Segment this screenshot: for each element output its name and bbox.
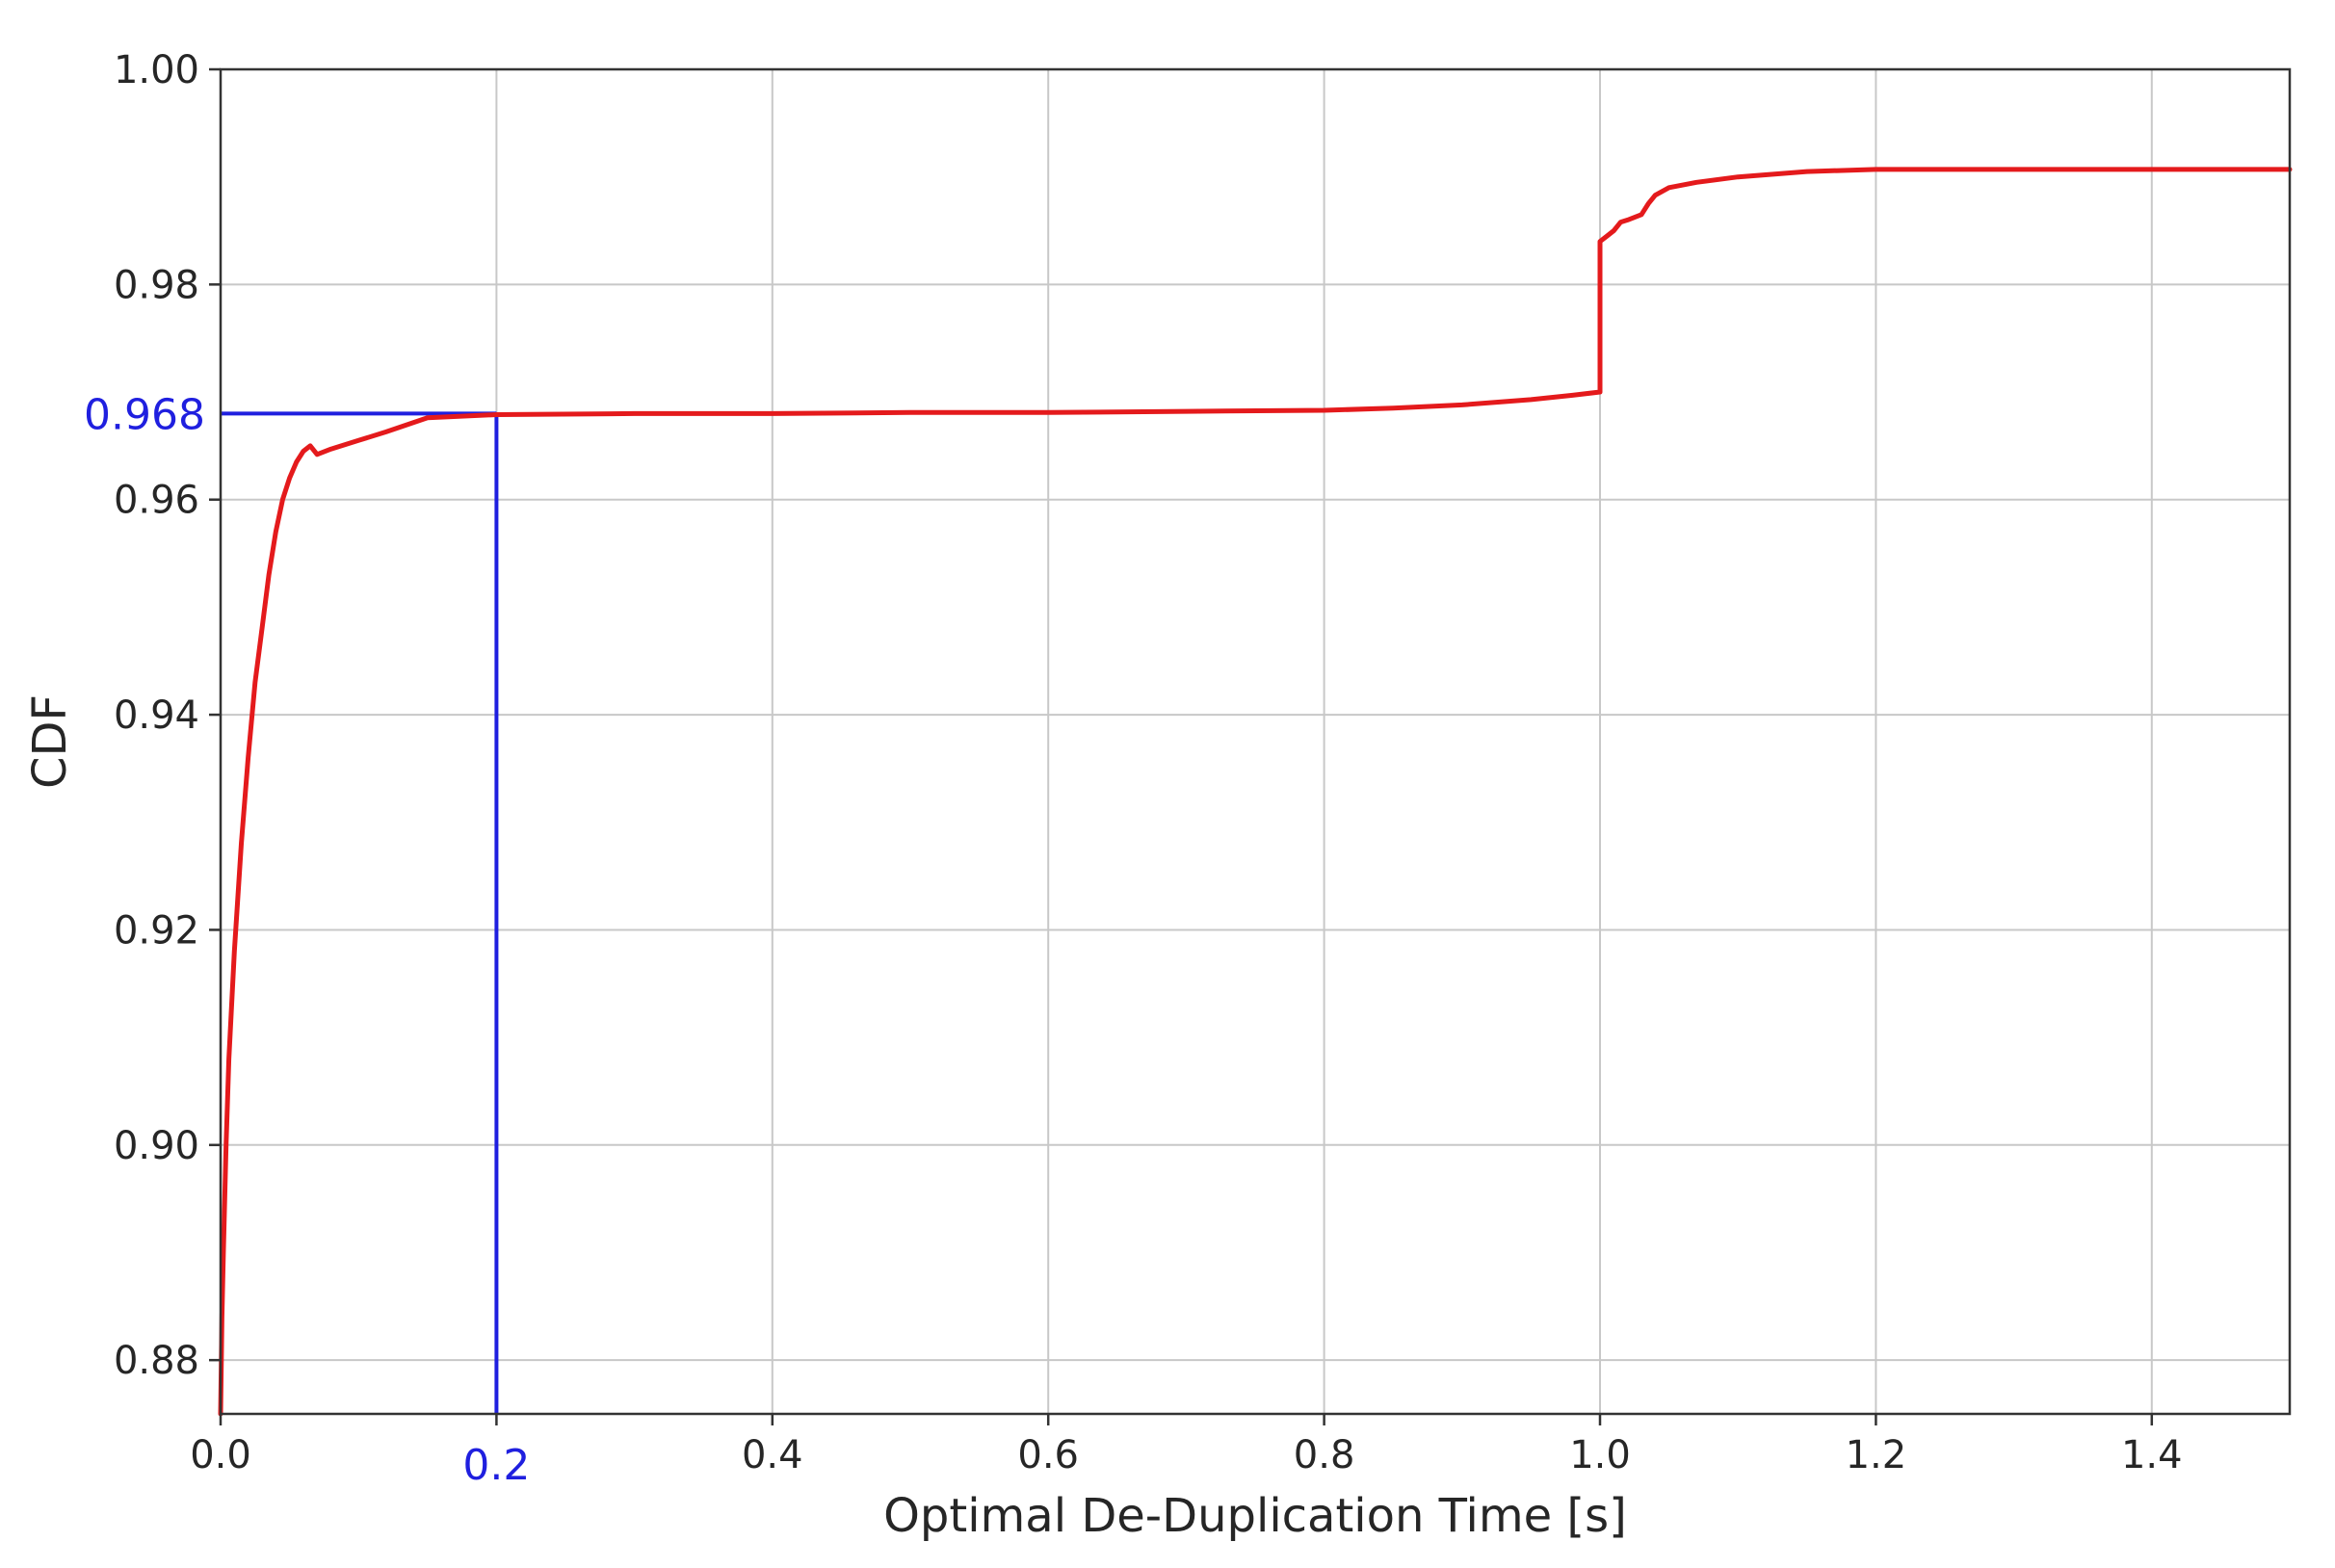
x-axis-label: Optimal De-Duplication Time [s]: [883, 1489, 1627, 1543]
x-tick-label: 0.0: [190, 1433, 251, 1477]
x-tick-label: 0.8: [1294, 1433, 1355, 1477]
x-tick-label: 1.2: [1846, 1433, 1907, 1477]
grid-lines: [220, 68, 2290, 1414]
y-tick-label: 0.90: [114, 1124, 199, 1168]
y-tick-label: 1.00: [114, 48, 199, 92]
y-tick-label: 0.96: [114, 479, 199, 523]
series-layer: [218, 167, 2293, 1417]
y-axis-label: CDF: [23, 694, 77, 789]
y-tick-label: 0.92: [114, 908, 199, 953]
y-tick-label: 0.94: [114, 693, 199, 738]
annotation-x-label: 0.2: [462, 1441, 530, 1490]
x-tick-label: 1.4: [2121, 1433, 2183, 1477]
plot-frame: [219, 67, 2292, 1416]
tick-marks-and-labels: 0.0 0.4 0.6 0.8 1.0 1.2 1.4 0.88 0.90 0.92 0.94 0.9…: [114, 48, 2183, 1477]
y-tick-label: 0.88: [114, 1339, 199, 1383]
cdf-series-line: [218, 167, 2293, 1417]
x-tick-label: 1.0: [1569, 1433, 1631, 1477]
annotation-lines: [221, 411, 499, 1414]
annotation-y-label: 0.968: [84, 390, 205, 439]
x-tick-label: 0.6: [1017, 1433, 1079, 1477]
y-tick-label: 0.98: [114, 263, 199, 307]
x-tick-label: 0.4: [742, 1433, 803, 1477]
